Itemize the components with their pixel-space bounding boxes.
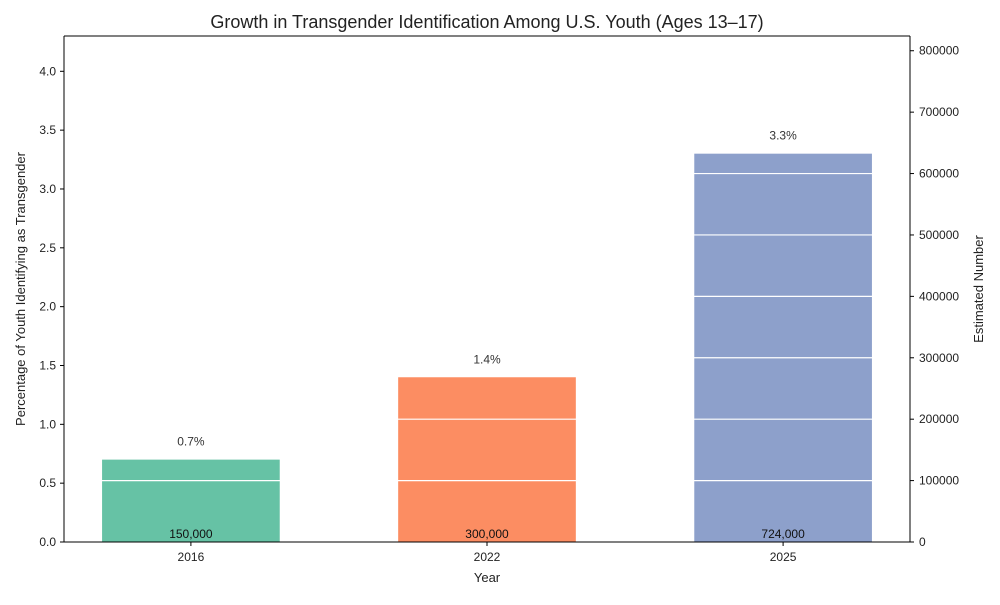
- y2-axis-label: Estimated Number: [971, 235, 986, 343]
- y2-tick-label: 0: [919, 535, 926, 549]
- x-axis-label: Year: [474, 570, 501, 585]
- y-tick-label: 2.0: [39, 300, 56, 314]
- y-tick-label: 1.0: [39, 417, 56, 431]
- y2-tick-label: 500000: [919, 228, 959, 242]
- x-tick-label: 2016: [178, 550, 205, 564]
- y2-tick-label: 300000: [919, 351, 959, 365]
- y-tick-label: 1.5: [39, 358, 56, 372]
- y2-tick-label: 700000: [919, 105, 959, 119]
- bar-value-label: 1.4%: [473, 352, 501, 366]
- bar-count-label: 724,000: [761, 527, 805, 541]
- x-tick-label: 2025: [770, 550, 797, 564]
- bar-count-label: 300,000: [465, 527, 509, 541]
- x-tick-label: 2022: [474, 550, 501, 564]
- y-axis-label: Percentage of Youth Identifying as Trans…: [13, 151, 28, 426]
- y-tick-label: 3.0: [39, 182, 56, 196]
- bar-2025: [694, 153, 872, 542]
- y-tick-label: 0.5: [39, 476, 56, 490]
- y2-tick-label: 100000: [919, 474, 959, 488]
- bar-value-label: 3.3%: [769, 129, 797, 143]
- y2-tick-label: 400000: [919, 289, 959, 303]
- y2-tick-label: 600000: [919, 167, 959, 181]
- y2-tick-label: 200000: [919, 412, 959, 426]
- y-tick-label: 4.0: [39, 64, 56, 78]
- bar-value-label: 0.7%: [177, 435, 205, 449]
- y-tick-label: 2.5: [39, 241, 56, 255]
- y-tick-label: 3.5: [39, 123, 56, 137]
- bar-count-label: 150,000: [169, 527, 213, 541]
- y-tick-label: 0.0: [39, 535, 56, 549]
- chart-title: Growth in Transgender Identification Amo…: [210, 12, 763, 32]
- y2-tick-label: 800000: [919, 44, 959, 58]
- bar-2022: [398, 377, 576, 542]
- bar-2016: [102, 459, 280, 542]
